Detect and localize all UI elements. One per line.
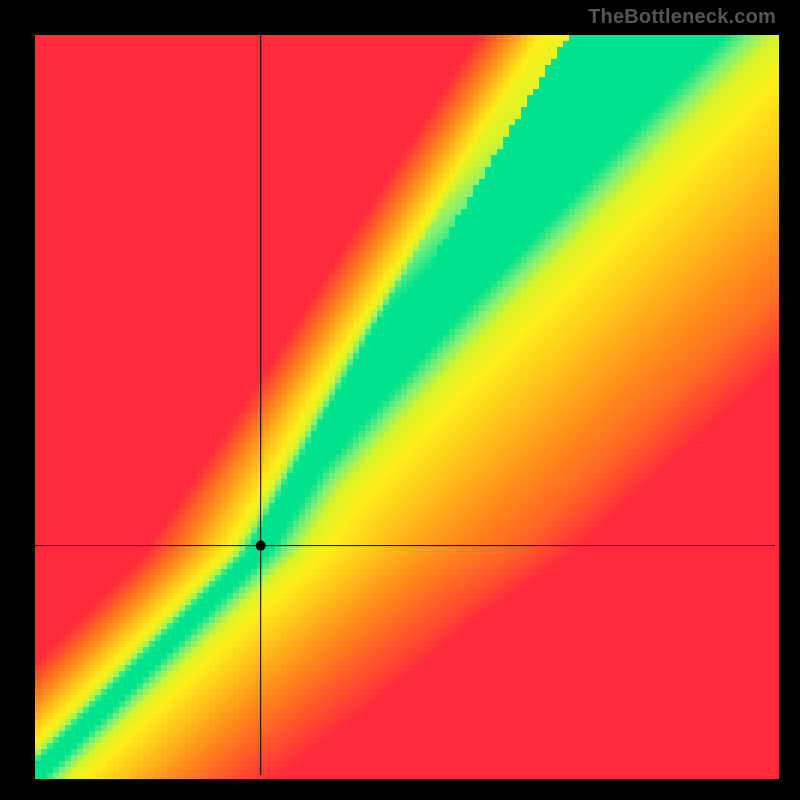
watermark-text: TheBottleneck.com	[588, 6, 776, 29]
chart-container: TheBottleneck.com	[0, 0, 800, 800]
bottleneck-heatmap	[0, 0, 800, 800]
